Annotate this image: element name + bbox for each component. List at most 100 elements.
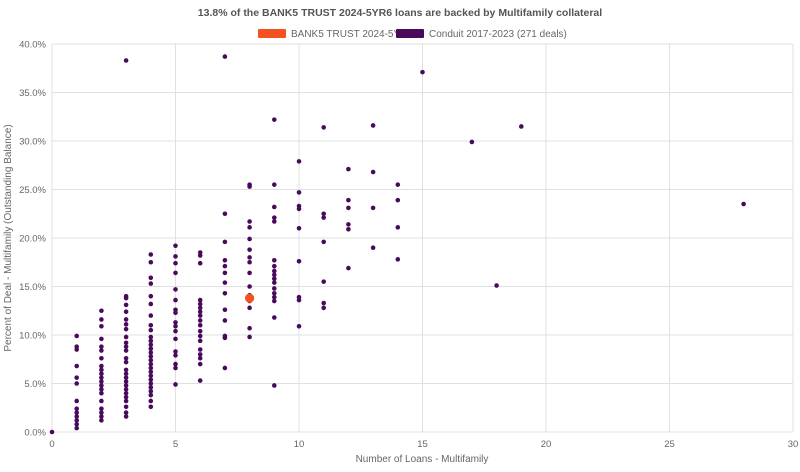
conduit-point[interactable] <box>148 357 154 363</box>
conduit-point[interactable] <box>173 323 178 329</box>
conduit-point[interactable] <box>123 383 129 388</box>
conduit-point[interactable] <box>272 294 277 300</box>
conduit-point[interactable] <box>74 344 79 349</box>
conduit-point[interactable] <box>370 205 376 211</box>
conduit-point[interactable] <box>247 284 252 289</box>
conduit-point[interactable] <box>173 353 178 358</box>
conduit-point[interactable] <box>222 54 228 59</box>
conduit-point[interactable] <box>370 123 376 128</box>
conduit-point[interactable] <box>99 398 104 404</box>
conduit-point[interactable] <box>197 250 203 255</box>
conduit-point[interactable] <box>197 361 203 367</box>
conduit-point[interactable] <box>74 398 79 404</box>
conduit-point[interactable] <box>148 259 154 265</box>
conduit-point[interactable] <box>148 365 154 371</box>
conduit-point[interactable] <box>148 350 154 355</box>
conduit-point[interactable] <box>173 382 178 387</box>
conduit-point[interactable] <box>222 333 228 339</box>
conduit-point[interactable] <box>148 301 154 307</box>
conduit-point[interactable] <box>272 272 277 278</box>
conduit-point[interactable] <box>346 205 351 211</box>
legend-label-bank5[interactable]: BANK5 TRUST 2024-5YR6 <box>291 29 413 40</box>
conduit-point[interactable] <box>148 323 154 328</box>
conduit-point[interactable] <box>247 225 252 230</box>
conduit-point[interactable] <box>222 318 228 323</box>
conduit-point[interactable] <box>222 263 228 269</box>
conduit-point[interactable] <box>123 322 129 327</box>
conduit-point[interactable] <box>74 381 79 386</box>
conduit-point[interactable] <box>173 328 178 334</box>
conduit-point[interactable] <box>395 182 401 187</box>
conduit-point[interactable] <box>272 219 277 224</box>
conduit-point[interactable] <box>173 243 178 249</box>
conduit-point[interactable] <box>99 323 104 329</box>
conduit-point[interactable] <box>148 313 154 318</box>
conduit-point[interactable] <box>123 410 129 415</box>
conduit-point[interactable] <box>247 236 252 242</box>
conduit-point[interactable] <box>148 392 154 398</box>
conduit-point[interactable] <box>123 293 129 299</box>
conduit-point[interactable] <box>346 166 351 172</box>
conduit-point[interactable] <box>99 355 104 361</box>
conduit-point[interactable] <box>74 418 79 423</box>
conduit-point[interactable] <box>197 323 203 328</box>
conduit-point[interactable] <box>272 383 277 388</box>
conduit-point[interactable] <box>123 344 129 349</box>
conduit-point[interactable] <box>148 281 154 286</box>
conduit-point[interactable] <box>272 315 277 320</box>
conduit-point[interactable] <box>247 247 252 252</box>
conduit-point[interactable] <box>247 259 252 265</box>
conduit-point[interactable] <box>99 390 104 396</box>
conduit-point[interactable] <box>99 348 104 353</box>
conduit-point[interactable] <box>321 239 327 245</box>
conduit-point[interactable] <box>148 388 154 394</box>
conduit-point[interactable] <box>222 258 228 263</box>
conduit-point[interactable] <box>272 268 277 274</box>
conduit-point[interactable] <box>74 375 79 380</box>
conduit-point[interactable] <box>99 317 104 322</box>
conduit-point[interactable] <box>370 169 376 175</box>
conduit-point[interactable] <box>123 302 129 308</box>
conduit-point[interactable] <box>197 328 203 334</box>
conduit-point[interactable] <box>123 375 129 380</box>
conduit-point[interactable] <box>123 414 129 419</box>
conduit-point[interactable] <box>222 307 228 313</box>
conduit-point[interactable] <box>74 333 79 339</box>
legend-swatch-bank5[interactable] <box>258 29 286 38</box>
conduit-point[interactable] <box>49 429 55 435</box>
conduit-point[interactable] <box>197 347 203 352</box>
conduit-point[interactable] <box>346 197 351 203</box>
conduit-point[interactable] <box>222 270 228 276</box>
conduit-point[interactable] <box>99 375 104 380</box>
conduit-point[interactable] <box>123 404 129 410</box>
conduit-point[interactable] <box>173 254 178 259</box>
conduit-point[interactable] <box>99 371 104 377</box>
conduit-point[interactable] <box>74 363 79 369</box>
conduit-point[interactable] <box>272 215 277 220</box>
conduit-point[interactable] <box>123 58 129 63</box>
conduit-point[interactable] <box>123 317 129 322</box>
conduit-point[interactable] <box>272 298 277 304</box>
conduit-point[interactable] <box>173 361 178 367</box>
conduit-point[interactable] <box>173 287 178 292</box>
conduit-point[interactable] <box>99 414 104 419</box>
conduit-point[interactable] <box>123 309 129 315</box>
conduit-point[interactable] <box>197 305 203 311</box>
conduit-point[interactable] <box>197 318 203 323</box>
conduit-point[interactable] <box>222 290 228 296</box>
conduit-point[interactable] <box>123 348 129 353</box>
conduit-point[interactable] <box>123 355 129 361</box>
conduit-point[interactable] <box>197 260 203 266</box>
conduit-point[interactable] <box>123 371 129 377</box>
legend-swatch-conduit[interactable] <box>396 29 424 38</box>
conduit-point[interactable] <box>123 359 129 365</box>
bank5-point[interactable] <box>245 293 255 303</box>
conduit-point[interactable] <box>272 263 277 269</box>
conduit-point[interactable] <box>346 226 351 232</box>
conduit-point[interactable] <box>148 334 154 340</box>
conduit-point[interactable] <box>222 211 228 217</box>
conduit-point[interactable] <box>173 270 178 276</box>
conduit-point[interactable] <box>247 270 252 276</box>
conduit-point[interactable] <box>519 124 524 129</box>
conduit-point[interactable] <box>148 346 154 351</box>
